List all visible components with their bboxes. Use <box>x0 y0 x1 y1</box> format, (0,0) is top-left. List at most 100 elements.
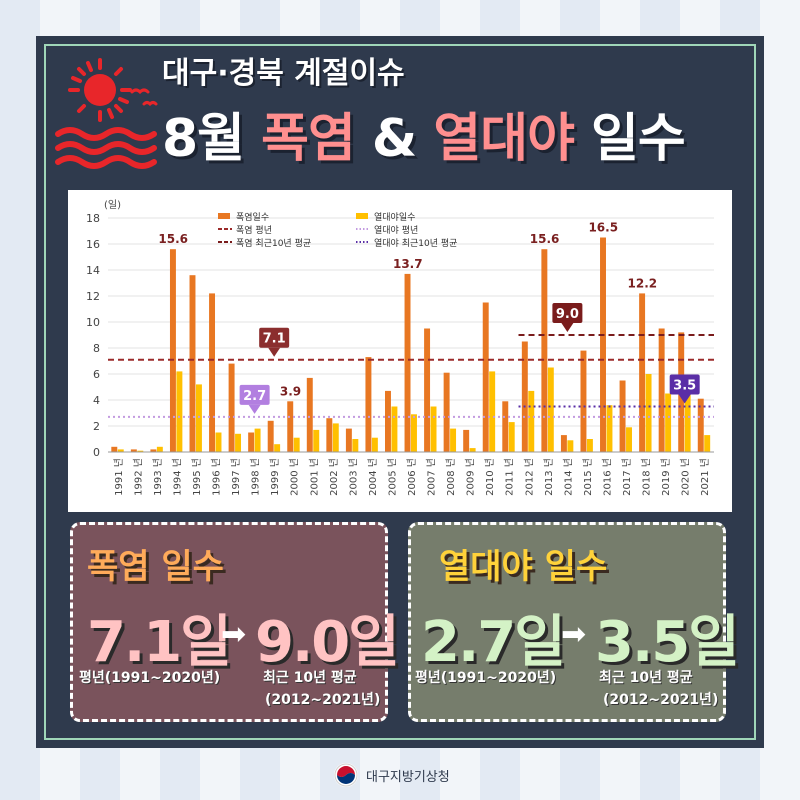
data-label: 16.5 <box>588 221 618 235</box>
callout-box <box>552 303 583 323</box>
heatwave-bar <box>560 435 567 452</box>
x-tick-label: 2019 년 <box>660 458 672 496</box>
y-tick-label: 10 <box>86 316 100 329</box>
right-arrow-icon: ➡ <box>561 617 587 652</box>
legend-label: 폭염 평년 <box>236 225 272 236</box>
heatwave-bar <box>482 302 489 452</box>
tropical-night-bar <box>626 427 632 452</box>
x-tick-label: 1998 년 <box>250 458 262 496</box>
heatwave-bar <box>111 446 118 452</box>
heatwave-bar <box>326 418 333 452</box>
title-heatwave: 폭염 <box>261 109 356 169</box>
heatwave-bar <box>502 401 509 452</box>
legend-swatch <box>356 213 368 219</box>
x-tick-label: 2006 년 <box>406 458 418 496</box>
callout-arrow <box>268 347 281 357</box>
heatwave-normal-value: 7.1일 <box>87 610 232 675</box>
x-tick-label: 2013 년 <box>543 458 555 496</box>
heatwave-normal-label: 평년(1991~2020년) <box>79 670 221 686</box>
tropical-night-bar <box>195 384 202 452</box>
right-arrow-icon: ➡ <box>221 617 247 652</box>
x-tick-label: 2018 년 <box>641 458 653 496</box>
legend-label: 열대야 최근10년 평균 <box>374 238 457 249</box>
heatwave-recent-label: 최근 10년 평균 <box>263 670 357 686</box>
org-name: 대구지방기상청 <box>366 769 450 785</box>
title-days: 일수 <box>573 109 686 169</box>
data-label: 15.6 <box>158 232 188 246</box>
tropical-night-bar <box>489 371 496 452</box>
data-label: 12.2 <box>628 276 658 290</box>
tropical-night-bar <box>704 435 711 452</box>
heatwave-bar <box>169 249 176 452</box>
tropical-night-bar <box>606 405 613 452</box>
x-tick-label: 2000 년 <box>289 458 301 496</box>
tropical-night-bar <box>332 423 339 452</box>
callout-arrow <box>248 404 261 414</box>
tropical-night-bar <box>586 439 593 452</box>
heatwave-bar <box>267 420 274 452</box>
x-tick-label: 2005 년 <box>386 458 398 496</box>
legend-label: 폭염일수 <box>236 212 269 223</box>
x-tick-label: 1994 년 <box>171 458 183 496</box>
legend-label: 폭염 최근10년 평균 <box>236 238 311 249</box>
heatwave-bar <box>345 428 352 452</box>
tropical-night-summary-card: 열대야 일수 2.7일 ➡ 3.5일 평년(1991~2020년) 최근 10년… <box>408 522 740 722</box>
data-label: 3.9 <box>280 384 301 398</box>
tropical-night-bar <box>215 432 222 452</box>
tropical-night-bar <box>547 367 554 452</box>
callout-label: 9.0 <box>556 307 579 322</box>
x-tick-label: 2017 년 <box>621 458 633 496</box>
tropical-night-bar <box>176 371 183 452</box>
heatwave-bar <box>248 432 255 452</box>
tropical-night-bar <box>156 446 163 452</box>
x-tick-label: 1999 년 <box>269 458 281 496</box>
tropical-normal-label: 평년(1991~2020년) <box>415 670 557 686</box>
tropical-card-title: 열대야 일수 <box>439 547 608 587</box>
callout-arrow <box>678 394 691 404</box>
tropical-night-bar <box>254 428 261 452</box>
data-label: 15.6 <box>530 232 560 246</box>
heatwave-summary-card: 폭염 일수 7.1일 ➡ 9.0일 평년(1991~2020년) 최근 10년 … <box>70 522 400 722</box>
x-tick-label: 2015 년 <box>582 458 594 496</box>
tropical-night-bar <box>430 406 437 452</box>
x-tick-label: 1995 년 <box>191 458 203 496</box>
callout-label: 2.7 <box>243 389 266 404</box>
bar-chart: 0 2 4 6 8 10 12 14 16 18 (일) 1991 년 1992 년 1993 년 1994… <box>86 199 714 496</box>
x-tick-label: 2002 년 <box>328 458 340 496</box>
tropical-night-bar <box>117 449 124 452</box>
government-emblem-icon <box>334 763 358 787</box>
tropical-night-bar <box>352 439 359 452</box>
heatwave-bar <box>209 293 216 452</box>
page-title: 8월 폭염 & 열대야 일수 <box>162 96 686 171</box>
sun-icon <box>55 58 158 169</box>
callout-label: 3.5 <box>673 379 696 394</box>
heatwave-bar <box>541 249 548 452</box>
heatwave-bar <box>404 273 411 452</box>
tropical-night-bar <box>469 448 476 452</box>
x-tick-label: 2012 년 <box>523 458 535 496</box>
tropical-recent-value: 3.5일 <box>595 610 740 675</box>
tropical-night-bar <box>137 450 144 452</box>
heatwave-bar <box>619 380 626 452</box>
panel-border <box>44 44 756 740</box>
y-tick-label: 4 <box>93 394 100 407</box>
chart-area: 0 2 4 6 8 10 12 14 16 18 (일) 1991 년 1992 년 1993 년 1994… <box>68 190 732 512</box>
y-tick-label: 8 <box>93 342 100 355</box>
legend-label: 열대야 평년 <box>374 225 418 236</box>
tropical-normal-value: 2.7일 <box>421 610 566 675</box>
heatwave-bar <box>639 293 646 452</box>
x-tick-label: 2001 년 <box>308 458 320 496</box>
heatwave-bar <box>443 372 450 452</box>
x-tick-label: 1993 년 <box>152 458 164 496</box>
y-tick-label: 6 <box>93 368 100 381</box>
x-tick-label: 2003 년 <box>347 458 359 496</box>
x-tick-label: 2014 년 <box>562 458 574 496</box>
heatwave-bar <box>697 398 704 452</box>
heatwave-bar <box>150 449 157 452</box>
y-tick-label: 0 <box>93 446 100 459</box>
title-ampersand: & <box>354 109 434 169</box>
tropical-night-bar <box>508 422 515 452</box>
data-label: 13.7 <box>393 257 423 271</box>
callout-arrow <box>561 323 574 332</box>
heatwave-bar <box>306 377 313 452</box>
